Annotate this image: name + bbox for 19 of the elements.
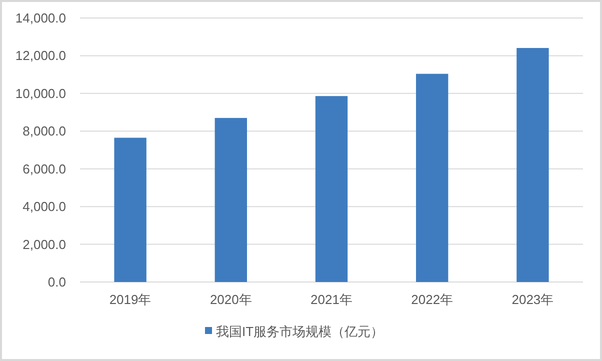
y-tick-label: 10,000.0 (15, 86, 66, 101)
bar (114, 138, 146, 282)
y-tick-label: 0.0 (48, 274, 66, 290)
x-tick-label: 2019年 (109, 292, 152, 307)
x-tick-label: 2020年 (210, 292, 252, 307)
x-tick-label: 2021年 (310, 292, 352, 307)
y-tick-label: 12,000.0 (15, 48, 66, 64)
bar (214, 118, 247, 282)
y-tick-label: 4,000.0 (22, 199, 66, 214)
bar (315, 96, 348, 282)
x-tick-label: 2022年 (411, 292, 454, 307)
y-tick-label: 8,000.0 (22, 124, 66, 139)
bar (516, 48, 549, 282)
y-tick-label: 14,000.0 (15, 10, 66, 26)
legend-label: 我国IT服务市场规模（亿元） (216, 324, 384, 339)
bar (416, 74, 448, 282)
y-tick-label: 6,000.0 (22, 161, 66, 176)
x-tick-label: 2023年 (512, 292, 554, 307)
y-tick-label: 2,000.0 (22, 236, 66, 252)
